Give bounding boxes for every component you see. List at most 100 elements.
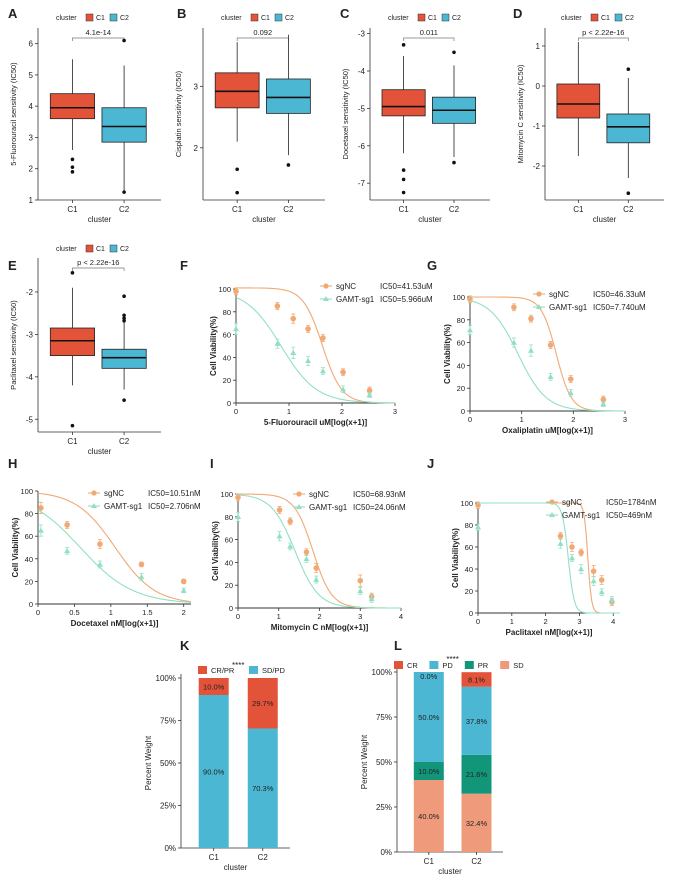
outlier-point-A — [70, 170, 75, 174]
data-point-gamt-sg1-G — [467, 327, 473, 333]
legend-swatch-c1-A — [85, 13, 94, 22]
stacked-segment-cr-pr-K — [198, 678, 229, 695]
x-axis-label-D: cluster — [593, 215, 617, 224]
legend-label-K: CR/PR — [211, 666, 235, 675]
y-tick-label-A: 1 — [29, 196, 34, 205]
legend-label-K: SD/PD — [262, 666, 286, 675]
stacked-segment-sd-L — [413, 780, 444, 852]
data-point-sgnc-G — [511, 304, 517, 311]
box-c1-C — [381, 89, 426, 117]
data-point-sgnc-G — [600, 396, 607, 403]
legend-label-c2-C: C2 — [452, 15, 461, 22]
y-axis-label-I: Cell Viability(%) — [211, 521, 220, 581]
box-c1-E — [49, 327, 95, 357]
y-tick-label-I: 40 — [225, 558, 233, 567]
x-axis-label-F: 5-Fluorouracil uM[log(x+1)] — [264, 418, 368, 427]
data-point-gamt-sg1-F — [274, 340, 281, 346]
x-axis-label-K: cluster — [224, 863, 248, 872]
stacked-segment-pr-L — [461, 754, 492, 794]
data-point-gamt-sg1-G — [527, 347, 534, 353]
outlier-point-E — [122, 398, 126, 402]
y-axis-label-C: Docetaxel sensitivity (IC50) — [341, 68, 350, 159]
legend-title-B: cluster — [221, 15, 242, 22]
x-axis-label-C: cluster — [418, 215, 442, 224]
x-tick-label-I: 0 — [236, 612, 240, 621]
legend-swatch-cr-L — [394, 661, 403, 669]
legend-swatch-c2-E — [109, 244, 118, 253]
data-point-sgnc-J — [578, 549, 584, 556]
y-tick-label-F: 40 — [223, 353, 231, 362]
data-point-gamt-sg1-I — [303, 555, 310, 562]
data-point-sgnc-I — [313, 565, 320, 571]
y-tick-label-J: 100 — [460, 499, 473, 508]
y-tick-label-K: 100% — [156, 674, 176, 683]
legend-label-c1-E: C1 — [96, 246, 105, 253]
outlier-point-A — [122, 38, 126, 43]
legend-ic50-G: IC50=7.740uM — [593, 303, 646, 312]
legend-label-c1-B: C1 — [261, 15, 270, 22]
box-c2-E — [101, 348, 147, 369]
significance-bracket-A — [72, 37, 125, 41]
y-tick-label-E: -5 — [26, 415, 34, 424]
y-axis-label-H: Cell Viability(%) — [11, 517, 20, 577]
x-tick-label-F: 0 — [234, 407, 238, 416]
data-point-gamt-sg1-I — [357, 587, 364, 594]
significance-stars-L: **** — [446, 655, 458, 664]
p-value-A: 4.1e-14 — [86, 28, 111, 37]
y-tick-label-G: 40 — [457, 361, 465, 370]
legend-label-c1-C: C1 — [428, 15, 437, 22]
data-point-gamt-sg1-J — [590, 578, 597, 584]
significance-bracket-E — [72, 267, 125, 271]
data-point-gamt-sg1-F — [319, 368, 326, 374]
y-tick-label-D: 0 — [536, 82, 541, 91]
x-tick-label-I: 4 — [399, 612, 403, 621]
y-tick-label-H: 0 — [29, 600, 33, 609]
legend-swatch-sd-L — [500, 661, 510, 669]
significance-bracket-D — [577, 37, 629, 41]
panel-letter-H: H — [8, 456, 17, 471]
legend-marker-gamt-F — [323, 296, 329, 301]
data-point-gamt-sg1-F — [290, 349, 297, 356]
box-c2-B — [266, 78, 311, 114]
legend-series-name-F: sgNC — [336, 282, 356, 291]
y-tick-label-L: 100% — [372, 668, 392, 677]
x-tick-label-H: 0.5 — [69, 608, 79, 617]
legend-label-L: SD — [513, 661, 524, 670]
legend-series-name-H: sgNC — [104, 489, 124, 498]
y-tick-label-C: -6 — [358, 142, 366, 151]
legend-series-name-I: GAMT-sg1 — [309, 503, 348, 512]
y-tick-label-A: 5 — [29, 71, 34, 80]
data-point-gamt-sg1-J — [608, 596, 615, 602]
outlier-point-B — [235, 190, 239, 195]
y-tick-label-J: 80 — [465, 521, 473, 530]
legend-swatch-c2-D — [614, 13, 623, 22]
y-tick-label-I: 80 — [225, 513, 233, 522]
y-axis-label-A: 5-Fluorouracil sensitivity (IC50) — [9, 62, 18, 166]
outlier-point-A — [70, 157, 75, 162]
segment-label-L: 10.0% — [418, 767, 440, 776]
outlier-point-E — [70, 423, 75, 428]
data-point-sgnc-J — [569, 544, 575, 550]
x-tick-label-K: C1 — [209, 853, 220, 862]
legend-label-c2-A: C2 — [120, 15, 129, 22]
y-tick-label-E: -3 — [26, 330, 34, 339]
x-tick-label-G: 1 — [520, 415, 524, 424]
x-axis-label-H: Docetaxel nM[log(x+1)] — [71, 619, 159, 628]
data-point-gamt-sg1-I — [287, 543, 294, 549]
data-point-gamt-sg1-J — [578, 566, 585, 572]
data-point-sgnc-H — [38, 505, 44, 511]
legend-series-name-G: GAMT-sg1 — [549, 303, 588, 312]
outlier-point-E — [122, 294, 126, 298]
stacked-segment-pd-L — [413, 672, 444, 762]
data-point-gamt-sg1-G — [600, 401, 607, 407]
y-tick-label-F: 20 — [223, 376, 231, 385]
outlier-point-A — [70, 165, 75, 169]
panel-letter-I: I — [210, 456, 214, 471]
legend-marker-sgnc-G — [536, 291, 542, 297]
fit-curve-sgnc-H — [37, 492, 192, 603]
box-c2-A — [101, 107, 147, 143]
data-point-gamt-sg1-J — [598, 589, 605, 595]
data-point-gamt-sg1-F — [305, 357, 312, 364]
y-tick-label-L: 25% — [376, 803, 392, 812]
x-axis-label-L: cluster — [438, 867, 462, 876]
